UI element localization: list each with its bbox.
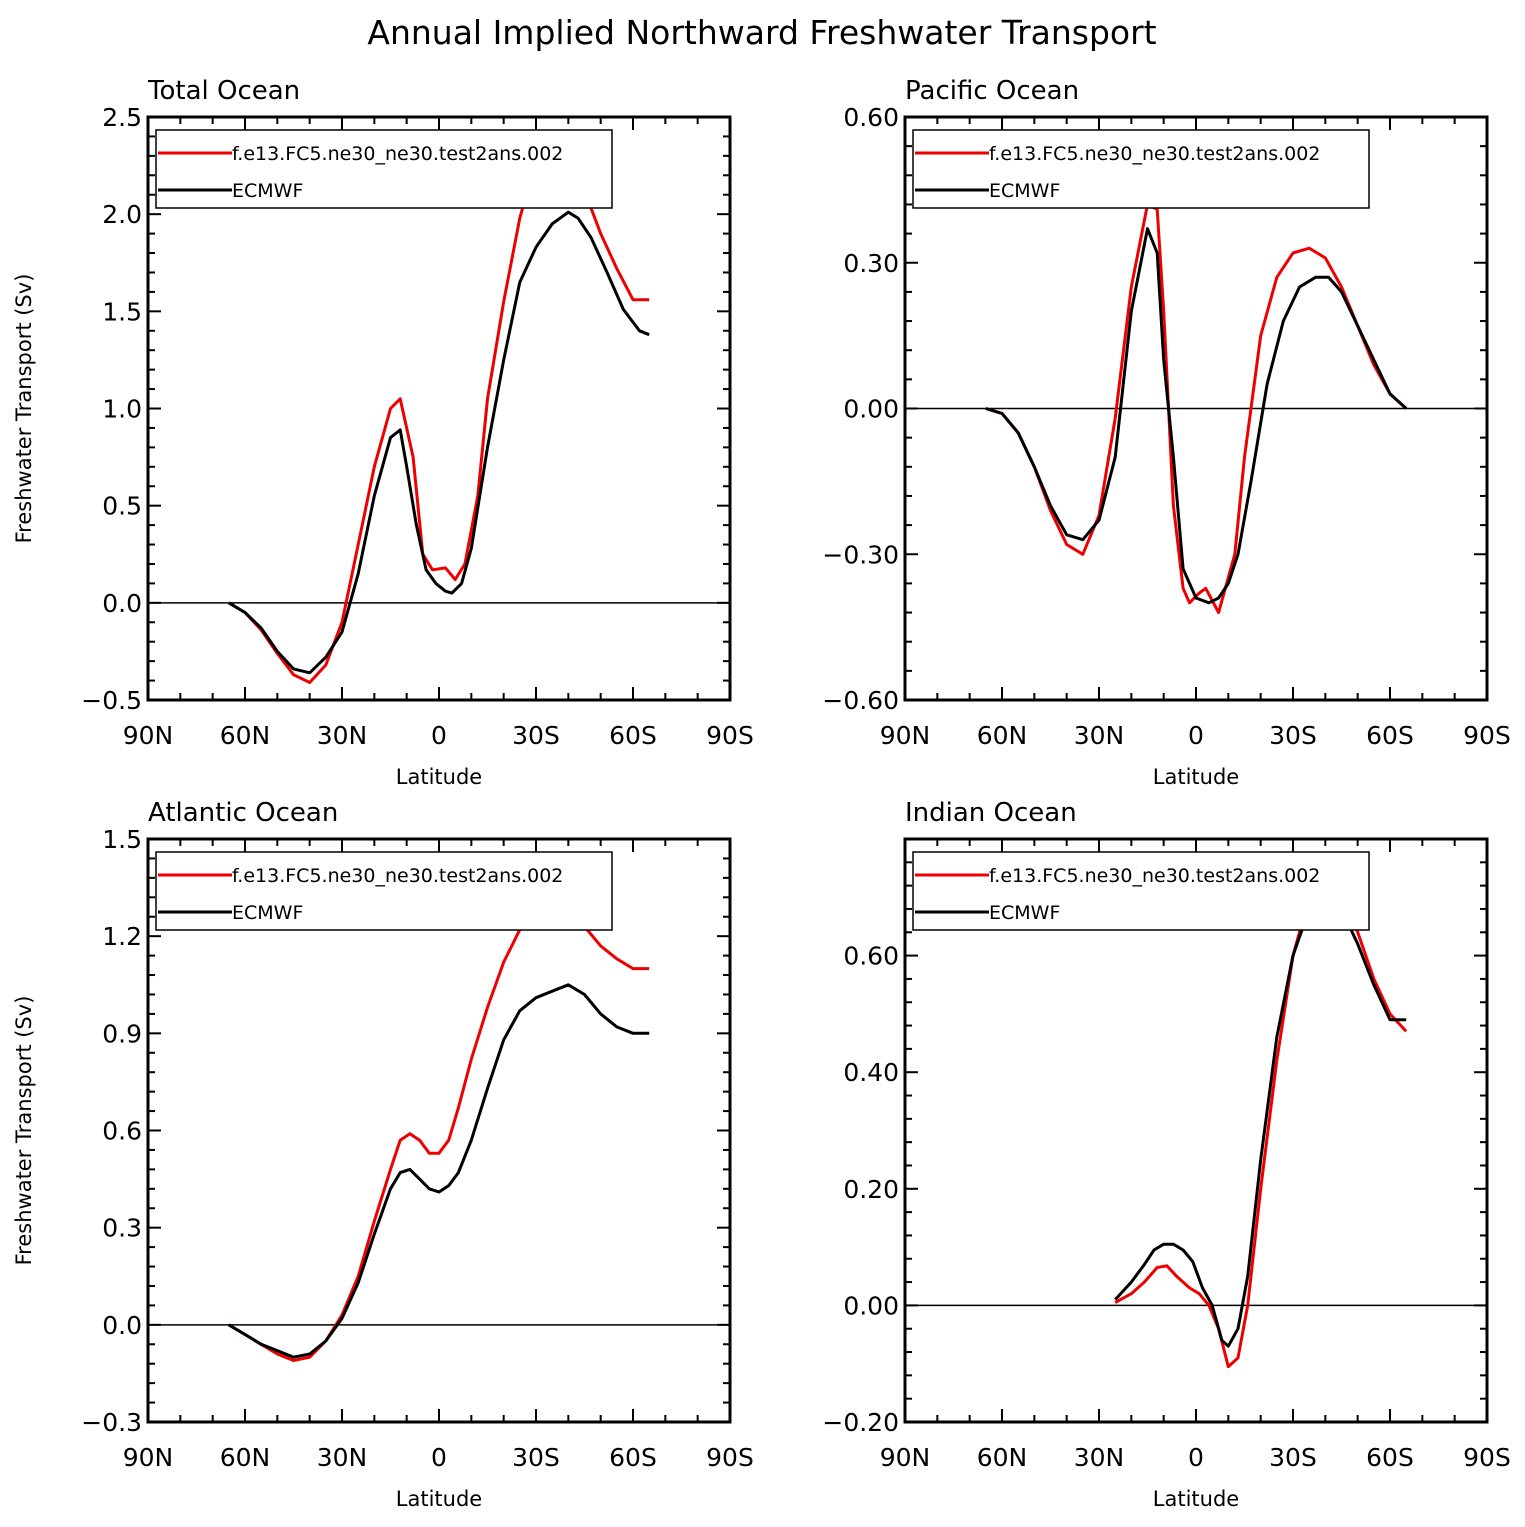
y-tick-label: 0.20 (843, 1175, 899, 1204)
legend-label: ECMWF (989, 180, 1060, 202)
series-line-model (228, 136, 650, 684)
legend-label: f.e13.FC5.ne30_ne30.test2ans.002 (232, 865, 563, 887)
plot-frame (146, 837, 732, 1424)
y-tick-label: 1.2 (102, 922, 142, 951)
series-line-ecmwf (985, 227, 1408, 605)
chart-panel: Total Ocean 90N 60N 30N 0 30S 60S 90S −0.5 0.0 0.5… (12, 76, 754, 789)
x-tick-label: 0 (431, 1443, 447, 1472)
y-tick-label: 0.3 (102, 1214, 142, 1243)
x-tick-label: 0 (431, 721, 447, 750)
panels-group: Total Ocean 90N 60N 30N 0 30S 60S 90S −0.5 0.0 0.5… (12, 76, 1511, 1511)
x-tick-label: 60N (977, 721, 1028, 750)
x-axis-label: Latitude (396, 765, 482, 789)
y-tick-label: 0.9 (102, 1019, 142, 1048)
figure-title: Annual Implied Northward Freshwater Tran… (367, 13, 1156, 52)
series-line-ecmwf (228, 210, 650, 675)
y-axis-label: Freshwater Transport (Sv) (12, 996, 36, 1266)
y-tick-label: 0.40 (843, 1058, 899, 1087)
x-tick-label: 60N (220, 1443, 271, 1472)
series-line-model (228, 899, 650, 1362)
y-tick-label: 1.5 (102, 825, 142, 854)
x-tick-label: 30N (1074, 1443, 1125, 1472)
legend-label: f.e13.FC5.ne30_ne30.test2ans.002 (232, 143, 563, 165)
x-tick-label: 30N (317, 1443, 368, 1472)
chart-panel: Indian Ocean 90N 60N 30N 0 30S 60S 90S −0.20 0.00… (822, 798, 1510, 1511)
y-tick-label: −0.60 (822, 686, 899, 715)
legend-box (155, 851, 613, 931)
x-axis-label: Latitude (396, 1487, 482, 1511)
x-tick-label: 30S (512, 721, 560, 750)
panel-title: Atlantic Ocean (148, 798, 338, 828)
y-tick-label: 0.60 (843, 942, 899, 971)
x-tick-label: 60N (977, 1443, 1028, 1472)
series-line-model (985, 202, 1408, 614)
x-tick-label: 90S (706, 721, 754, 750)
legend-label: ECMWF (989, 902, 1060, 924)
x-tick-label: 60N (220, 721, 271, 750)
y-tick-label: 0.5 (102, 492, 142, 521)
x-tick-label: 0 (1188, 721, 1204, 750)
plot-frame (903, 837, 1489, 1424)
x-tick-label: 90N (880, 721, 931, 750)
x-tick-label: 30N (1074, 721, 1125, 750)
x-tick-label: 90N (123, 1443, 174, 1472)
y-tick-label: 0.30 (843, 249, 899, 278)
chart-panel: Pacific Ocean 90N 60N 30N 0 30S 60S 90S −0.60 −0.… (822, 76, 1510, 789)
y-tick-label: 2.5 (102, 103, 142, 132)
x-tick-label: 90S (1463, 1443, 1511, 1472)
y-tick-label: −0.30 (822, 540, 899, 569)
legend-box (912, 129, 1370, 209)
y-tick-label: 2.0 (102, 200, 142, 229)
x-tick-label: 0 (1188, 1443, 1204, 1472)
x-tick-label: 90N (123, 721, 174, 750)
y-tick-label: 1.0 (102, 395, 142, 424)
x-axis-label: Latitude (1153, 1487, 1239, 1511)
y-tick-label: 0.0 (102, 589, 142, 618)
x-tick-label: 90S (706, 1443, 754, 1472)
y-tick-label: −0.5 (81, 686, 142, 715)
y-tick-label: 0.00 (843, 1291, 899, 1320)
plot-frame (146, 115, 732, 702)
x-tick-label: 30N (317, 721, 368, 750)
y-tick-label: −0.3 (81, 1408, 142, 1437)
legend-label: ECMWF (232, 180, 303, 202)
x-tick-label: 60S (609, 721, 657, 750)
x-tick-label: 30S (1269, 1443, 1317, 1472)
legend-label: ECMWF (232, 902, 303, 924)
y-tick-label: 0.0 (102, 1311, 142, 1340)
x-tick-label: 60S (1366, 1443, 1414, 1472)
panel-title: Total Ocean (147, 76, 300, 106)
y-tick-label: 0.00 (843, 395, 899, 424)
x-tick-label: 90N (880, 1443, 931, 1472)
x-tick-label: 90S (1463, 721, 1511, 750)
series-line-ecmwf (1114, 895, 1407, 1348)
x-tick-label: 30S (1269, 721, 1317, 750)
panel-title: Indian Ocean (905, 798, 1077, 828)
y-tick-label: −0.20 (822, 1408, 899, 1437)
legend-label: f.e13.FC5.ne30_ne30.test2ans.002 (989, 143, 1320, 165)
y-axis-label: Freshwater Transport (Sv) (12, 274, 36, 544)
y-tick-label: 1.5 (102, 297, 142, 326)
chart-panel: Atlantic Ocean 90N 60N 30N 0 30S 60S 90S −0.3 0.0… (12, 798, 754, 1511)
series-line-ecmwf (228, 983, 650, 1359)
legend-box (912, 851, 1370, 931)
x-tick-label: 60S (609, 1443, 657, 1472)
series-line-model (1114, 866, 1408, 1369)
y-tick-label: 0.6 (102, 1117, 142, 1146)
legend-box (155, 129, 613, 209)
legend-label: f.e13.FC5.ne30_ne30.test2ans.002 (989, 865, 1320, 887)
panel-title: Pacific Ocean (905, 76, 1079, 106)
y-tick-label: 0.60 (843, 103, 899, 132)
x-tick-label: 60S (1366, 721, 1414, 750)
x-axis-label: Latitude (1153, 765, 1239, 789)
plot-frame (903, 115, 1489, 702)
x-tick-label: 30S (512, 1443, 560, 1472)
